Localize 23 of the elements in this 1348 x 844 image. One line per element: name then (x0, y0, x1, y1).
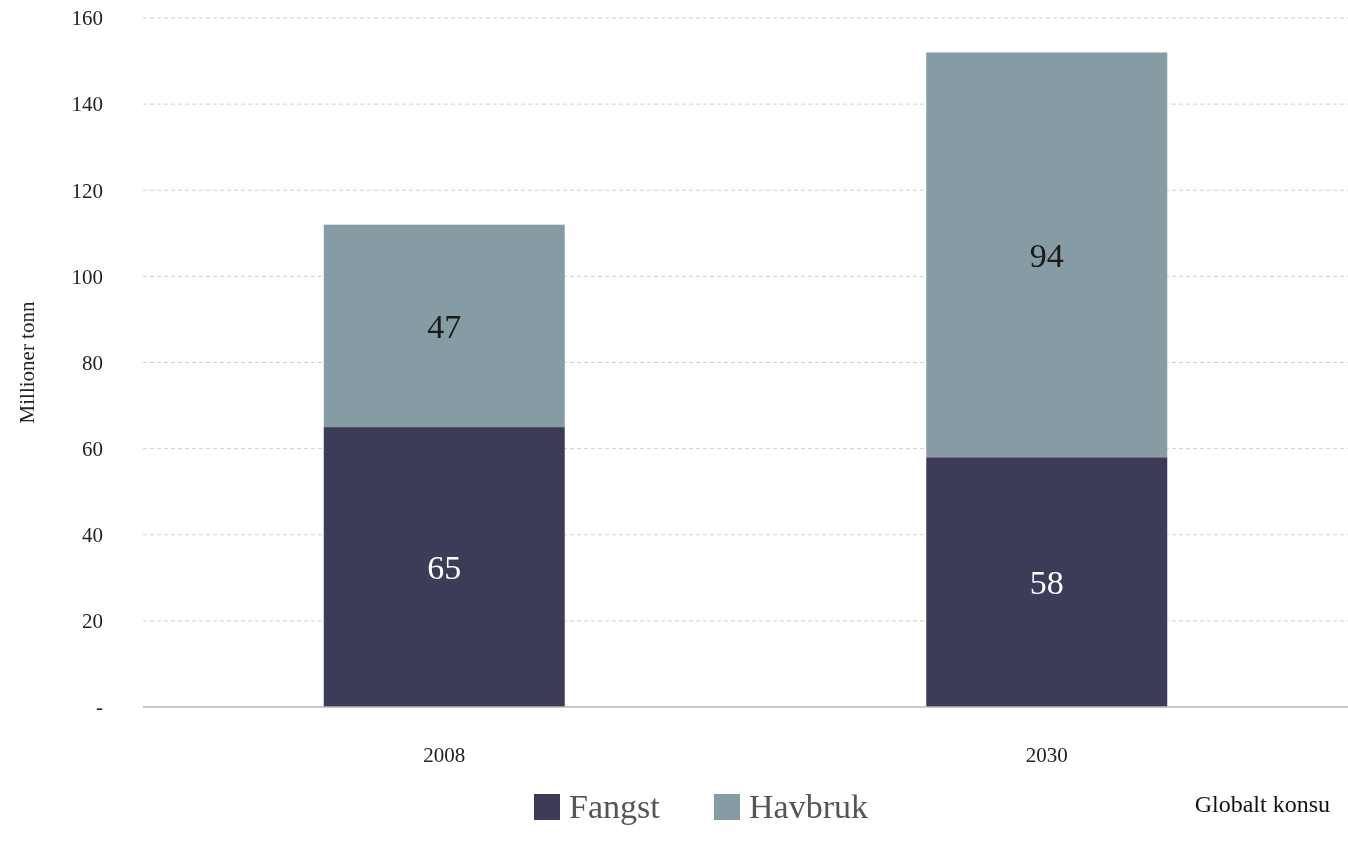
data-label: 47 (427, 307, 462, 345)
y-tick-label: 40 (82, 523, 103, 548)
y-tick-label: - (96, 695, 103, 720)
data-label: 58 (1029, 564, 1064, 602)
x-tick-label: 2008 (423, 743, 466, 767)
y-tick-label: 140 (71, 92, 103, 117)
text: Globalt konsu (1194, 791, 1330, 817)
y-tick-label: 100 (71, 264, 103, 289)
y-tick-label: 80 (82, 350, 103, 375)
bar (926, 457, 1168, 707)
bar (323, 427, 565, 707)
bar (323, 224, 565, 428)
legend-label: Fangst (569, 788, 661, 825)
x-tick-label: 2030 (1025, 743, 1068, 767)
y-tick-label: 160 (71, 6, 103, 31)
data-label: 65 (427, 548, 462, 586)
bar (926, 52, 1168, 458)
data-label: 94 (1029, 236, 1064, 274)
y-tick-label: 120 (71, 178, 103, 203)
y-tick-label: 20 (82, 609, 103, 634)
legend-label: Havbruk (749, 788, 868, 825)
y-axis-title: Millioner tonn (15, 301, 39, 424)
y-tick-label: 60 (82, 436, 103, 461)
